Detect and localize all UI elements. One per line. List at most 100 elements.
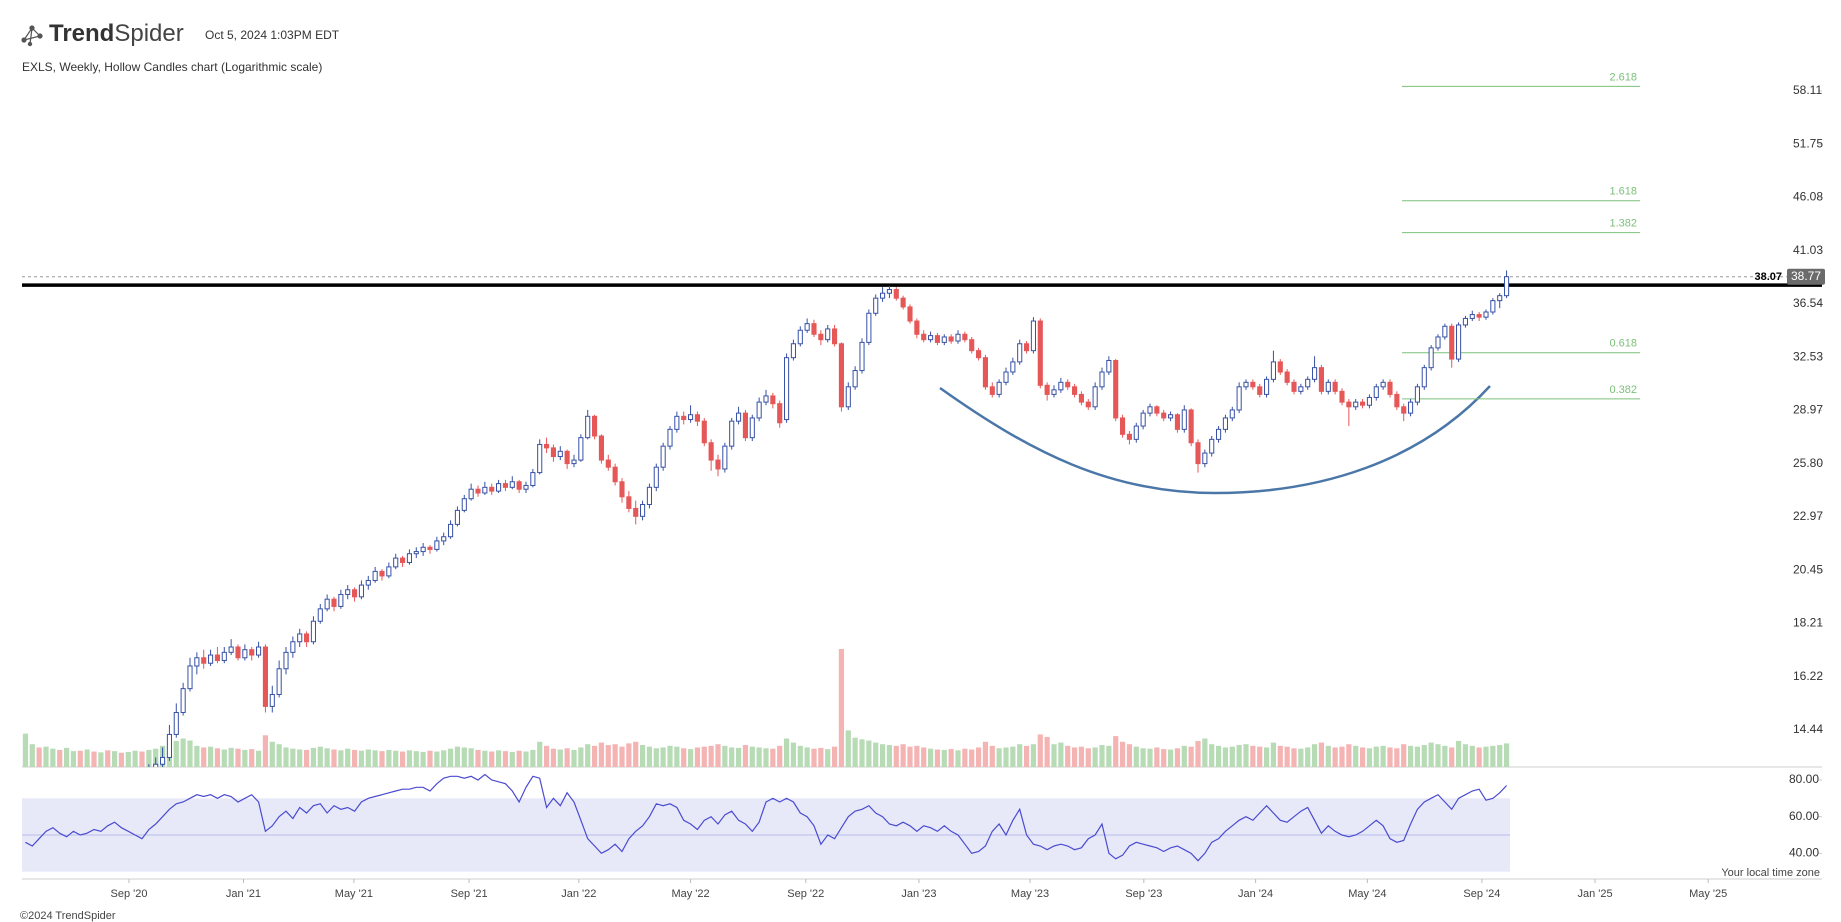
candle-body: [1442, 325, 1448, 338]
candle-body: [249, 649, 255, 656]
candle-body: [736, 412, 742, 422]
volume-bar: [201, 747, 207, 767]
volume-bar: [1058, 742, 1064, 767]
chart-title: EXLS, Weekly, Hollow Candles chart (Loga…: [22, 60, 322, 74]
candle-body: [496, 483, 502, 492]
volume-bar: [1476, 747, 1482, 767]
candle-body: [1236, 386, 1242, 411]
brand-light: Spider: [114, 20, 183, 47]
candle-body: [598, 435, 604, 461]
volume-bar: [372, 750, 378, 767]
volume-bar: [118, 752, 125, 767]
last-price-box: [1787, 268, 1825, 285]
candle-body: [1174, 414, 1180, 430]
volume-bar: [1346, 744, 1352, 767]
candle-body: [1195, 442, 1201, 465]
candle-body: [571, 459, 577, 465]
rsi-tick-label: 80.00: [1789, 772, 1819, 786]
candle-body: [489, 486, 495, 492]
candle-body: [187, 665, 193, 690]
volume-bar: [530, 749, 536, 767]
candle-body: [1250, 381, 1256, 388]
x-tick-label: Sep '20: [110, 888, 147, 900]
volume-bar: [1291, 748, 1297, 767]
y-tick-label: 16.22: [1793, 669, 1823, 683]
volume-bar: [57, 749, 63, 767]
candle-body: [365, 579, 371, 586]
volume-bar: [790, 742, 797, 767]
candle-body: [777, 403, 783, 424]
candle-body: [509, 481, 515, 488]
volume-bar: [269, 741, 275, 767]
candle-body: [955, 333, 961, 342]
candle-body: [434, 540, 440, 550]
volume-bar: [1092, 747, 1098, 767]
volume-bar: [495, 750, 502, 767]
volume-bar: [1017, 744, 1023, 767]
volume-bar: [194, 745, 200, 767]
volume-bar: [180, 738, 186, 767]
volume-bar: [1359, 747, 1366, 767]
candle-body: [208, 654, 214, 664]
volume-bar: [63, 747, 70, 767]
candle-body: [427, 546, 433, 550]
candle-body: [386, 566, 392, 577]
volume-bar: [310, 747, 317, 767]
cup-arc: [939, 385, 1491, 495]
candle-body: [297, 633, 303, 643]
volume-bar: [1119, 741, 1126, 767]
volume-bar: [317, 746, 323, 767]
candle-body: [502, 483, 508, 488]
volume-bar: [386, 749, 392, 767]
volume-bar: [1099, 745, 1105, 767]
volume-bar: [742, 745, 749, 767]
volume-bar: [1195, 740, 1201, 767]
volume-bar: [1243, 744, 1249, 767]
volume-bar: [173, 740, 179, 767]
candle-body: [1113, 359, 1119, 419]
volume-bar: [619, 746, 625, 767]
candle-body: [893, 289, 899, 299]
volume-bar: [1209, 744, 1215, 767]
volume-bar: [262, 735, 269, 767]
candle-body: [1126, 433, 1132, 440]
candle-body: [530, 472, 536, 486]
candle-body: [126, 782, 130, 786]
volume-bar: [1003, 747, 1009, 767]
y-tick-label: 36.54: [1793, 296, 1823, 310]
candle-body: [242, 649, 248, 659]
volume-bar: [324, 748, 330, 767]
volume-bar: [1325, 745, 1331, 767]
resistance-label: 38.07: [1754, 271, 1782, 283]
y-tick-label: 46.08: [1793, 190, 1823, 204]
volume-bar: [708, 745, 714, 767]
candle-body: [818, 333, 824, 341]
candle-body: [201, 657, 207, 664]
volume-bar: [1442, 745, 1448, 767]
candle-body: [1456, 324, 1462, 360]
candle-body: [1106, 359, 1112, 373]
fib-label: 2.618: [1609, 71, 1637, 83]
candle-body: [996, 381, 1002, 395]
candle-body: [900, 297, 906, 308]
volume-bar: [1332, 747, 1338, 767]
volume-bar: [420, 751, 426, 767]
y-tick-label: 41.03: [1793, 243, 1823, 257]
candle-body: [1476, 314, 1482, 318]
candle-body: [873, 297, 879, 314]
volume-bar: [91, 751, 97, 767]
candle-body: [544, 443, 550, 449]
volume-bar: [1353, 745, 1359, 767]
volume-bar: [783, 738, 790, 767]
volume-bar: [907, 746, 913, 767]
volume-bar: [1380, 745, 1386, 767]
candle-body: [866, 312, 872, 343]
volume-bar: [297, 749, 303, 767]
candle-body: [338, 593, 344, 607]
volume-bar: [482, 750, 488, 767]
candle-body: [413, 551, 419, 555]
volume-bar: [242, 749, 248, 767]
candle-body: [482, 486, 488, 494]
candle-body: [653, 466, 659, 488]
